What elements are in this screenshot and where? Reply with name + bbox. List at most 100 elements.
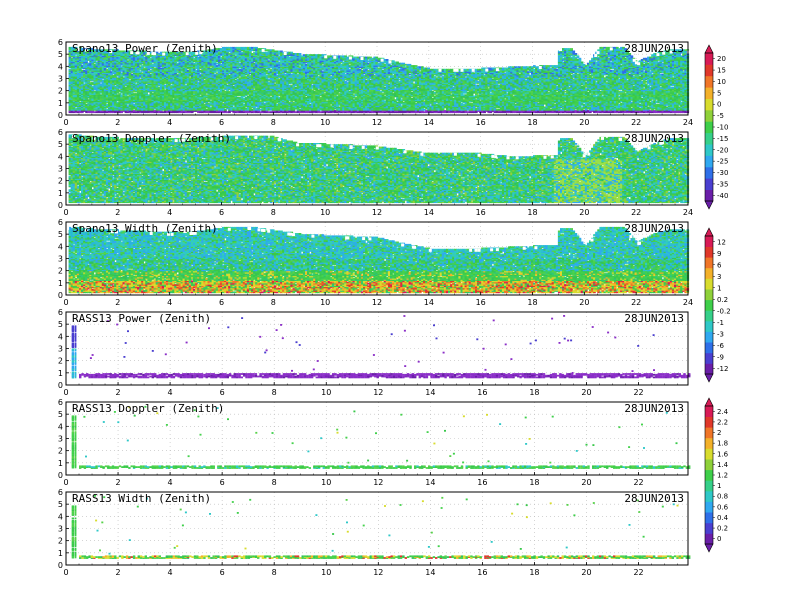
data-cell (99, 104, 103, 106)
data-cell (97, 102, 101, 105)
data-cell (85, 53, 88, 55)
data-cell (105, 80, 109, 83)
data-cell (108, 111, 111, 114)
data-cell (97, 83, 101, 86)
data-cell (79, 108, 82, 111)
data-cell (105, 82, 109, 84)
data-cell (74, 67, 78, 70)
data-cell (93, 51, 97, 54)
data-cell (89, 101, 92, 104)
data-cell (103, 82, 107, 84)
data-cell (108, 87, 111, 89)
data-cell (81, 90, 84, 93)
data-cell (76, 63, 80, 66)
data-cell (105, 78, 109, 81)
data-cell (79, 76, 82, 78)
data-cell (108, 80, 111, 83)
data-cell (81, 83, 84, 86)
data-cell (72, 53, 76, 55)
data-cell (81, 80, 84, 83)
data-cell (91, 87, 95, 89)
data-cell (89, 89, 92, 92)
data-cell (76, 78, 80, 81)
data-cell (70, 74, 74, 77)
data-cell (116, 70, 119, 72)
data-cell (87, 82, 90, 84)
data-cell (76, 106, 80, 109)
data-cell (105, 87, 109, 89)
data-cell (103, 65, 107, 67)
data-cell (108, 77, 111, 80)
data-cell (81, 89, 84, 92)
data-cell (108, 93, 111, 95)
data-cell (72, 73, 76, 76)
data-cell (105, 84, 109, 87)
data-cell (74, 70, 78, 72)
data-cell (101, 104, 105, 106)
data-cell (68, 104, 72, 106)
data-cell (76, 54, 80, 56)
data-cell (74, 59, 78, 61)
data-cell (112, 51, 115, 54)
data-cell (110, 100, 113, 103)
data-cell (103, 107, 107, 110)
data-cell (68, 93, 72, 95)
data-cell (76, 101, 80, 104)
data-cell (118, 72, 122, 75)
data-cell (116, 98, 119, 100)
data-cell (70, 62, 74, 65)
data-cell (89, 107, 92, 110)
data-cell (97, 73, 101, 76)
data-cell (101, 62, 105, 65)
data-cell (110, 62, 113, 65)
data-cell (89, 99, 92, 101)
data-cell (85, 77, 88, 80)
data-cell (108, 104, 111, 106)
data-cell (116, 83, 119, 86)
data-cell (112, 77, 115, 80)
data-cell (105, 89, 109, 92)
data-cell (81, 82, 84, 84)
data-cell (97, 82, 101, 84)
data-cell (76, 91, 80, 94)
data-cell (118, 101, 122, 104)
data-cell (99, 72, 103, 75)
data-cell (114, 106, 117, 109)
data-cell (120, 98, 124, 100)
data-cell (114, 57, 117, 60)
data-cell (76, 84, 80, 87)
data-cell (116, 87, 119, 89)
data-cell (95, 87, 99, 89)
data-cell (95, 94, 99, 97)
data-cell (70, 100, 74, 103)
data-cell (83, 90, 86, 93)
data-cell (116, 79, 119, 82)
data-cell (85, 54, 88, 56)
data-cell (93, 71, 97, 73)
data-cell (81, 111, 84, 114)
data-cell (101, 51, 105, 54)
data-cell (108, 96, 111, 99)
data-cell (116, 51, 119, 54)
data-cell (83, 53, 86, 55)
data-cell (87, 91, 90, 94)
data-cell (116, 101, 119, 104)
data-cell (70, 99, 74, 101)
data-cell (79, 56, 82, 59)
data-cell (114, 51, 117, 54)
data-cell (112, 82, 115, 84)
data-cell (76, 108, 80, 111)
data-cell (114, 67, 117, 70)
data-cell (91, 106, 95, 109)
data-cell (105, 105, 109, 108)
data-cell (72, 105, 76, 108)
data-cell (72, 62, 76, 65)
data-cell (72, 88, 76, 90)
data-cell (72, 49, 76, 52)
data-cell (114, 80, 117, 83)
data-cell (99, 96, 103, 99)
data-cell (79, 68, 82, 71)
data-cell (114, 77, 117, 80)
data-cell (83, 73, 86, 76)
data-cell (70, 96, 74, 99)
